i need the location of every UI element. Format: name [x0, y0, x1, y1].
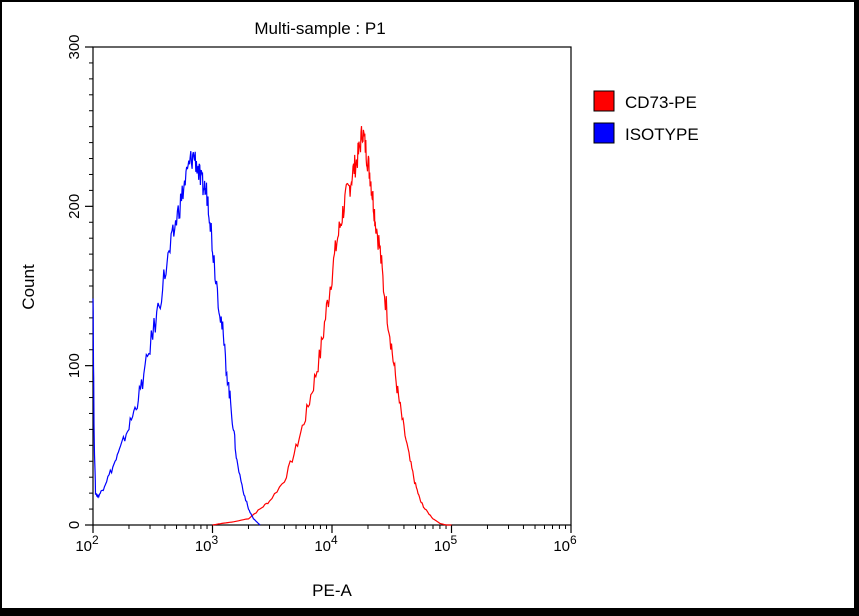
legend: CD73-PE ISOTYPE: [593, 90, 699, 144]
legend-swatch: [593, 90, 615, 112]
x-tick-label: 104: [314, 533, 338, 555]
series-line-cd73-pe: [212, 126, 452, 526]
minor-ticks: [89, 62, 567, 529]
flow-cytometry-histogram: Multi-sample : P1 102 103 104 105 106 0 100 20…: [19, 19, 699, 600]
x-tick-label: 105: [434, 533, 458, 555]
x-tick-label: 103: [195, 533, 219, 555]
x-axis-title: PE-A: [312, 581, 352, 600]
y-tick-label: 200: [66, 194, 83, 219]
series-line-isotype: [92, 151, 261, 526]
legend-swatch: [593, 122, 615, 144]
legend-label: ISOTYPE: [625, 125, 699, 144]
legend-label: CD73-PE: [625, 93, 697, 112]
series-layer: [92, 126, 452, 526]
y-axis-ticks: 0 100 200 300: [66, 34, 93, 529]
y-tick-label: 0: [66, 521, 83, 529]
x-tick-label: 106: [553, 533, 577, 555]
x-tick-label: 102: [75, 533, 99, 555]
chart-title: Multi-sample : P1: [254, 19, 385, 38]
x-axis-ticks: 102 103 104 105 106: [75, 525, 577, 555]
y-axis-title: Count: [19, 264, 38, 310]
y-tick-label: 300: [66, 34, 83, 59]
y-tick-label: 100: [66, 353, 83, 378]
chart-canvas: Multi-sample : P1 102 103 104 105 106 0 100 20…: [2, 2, 854, 608]
